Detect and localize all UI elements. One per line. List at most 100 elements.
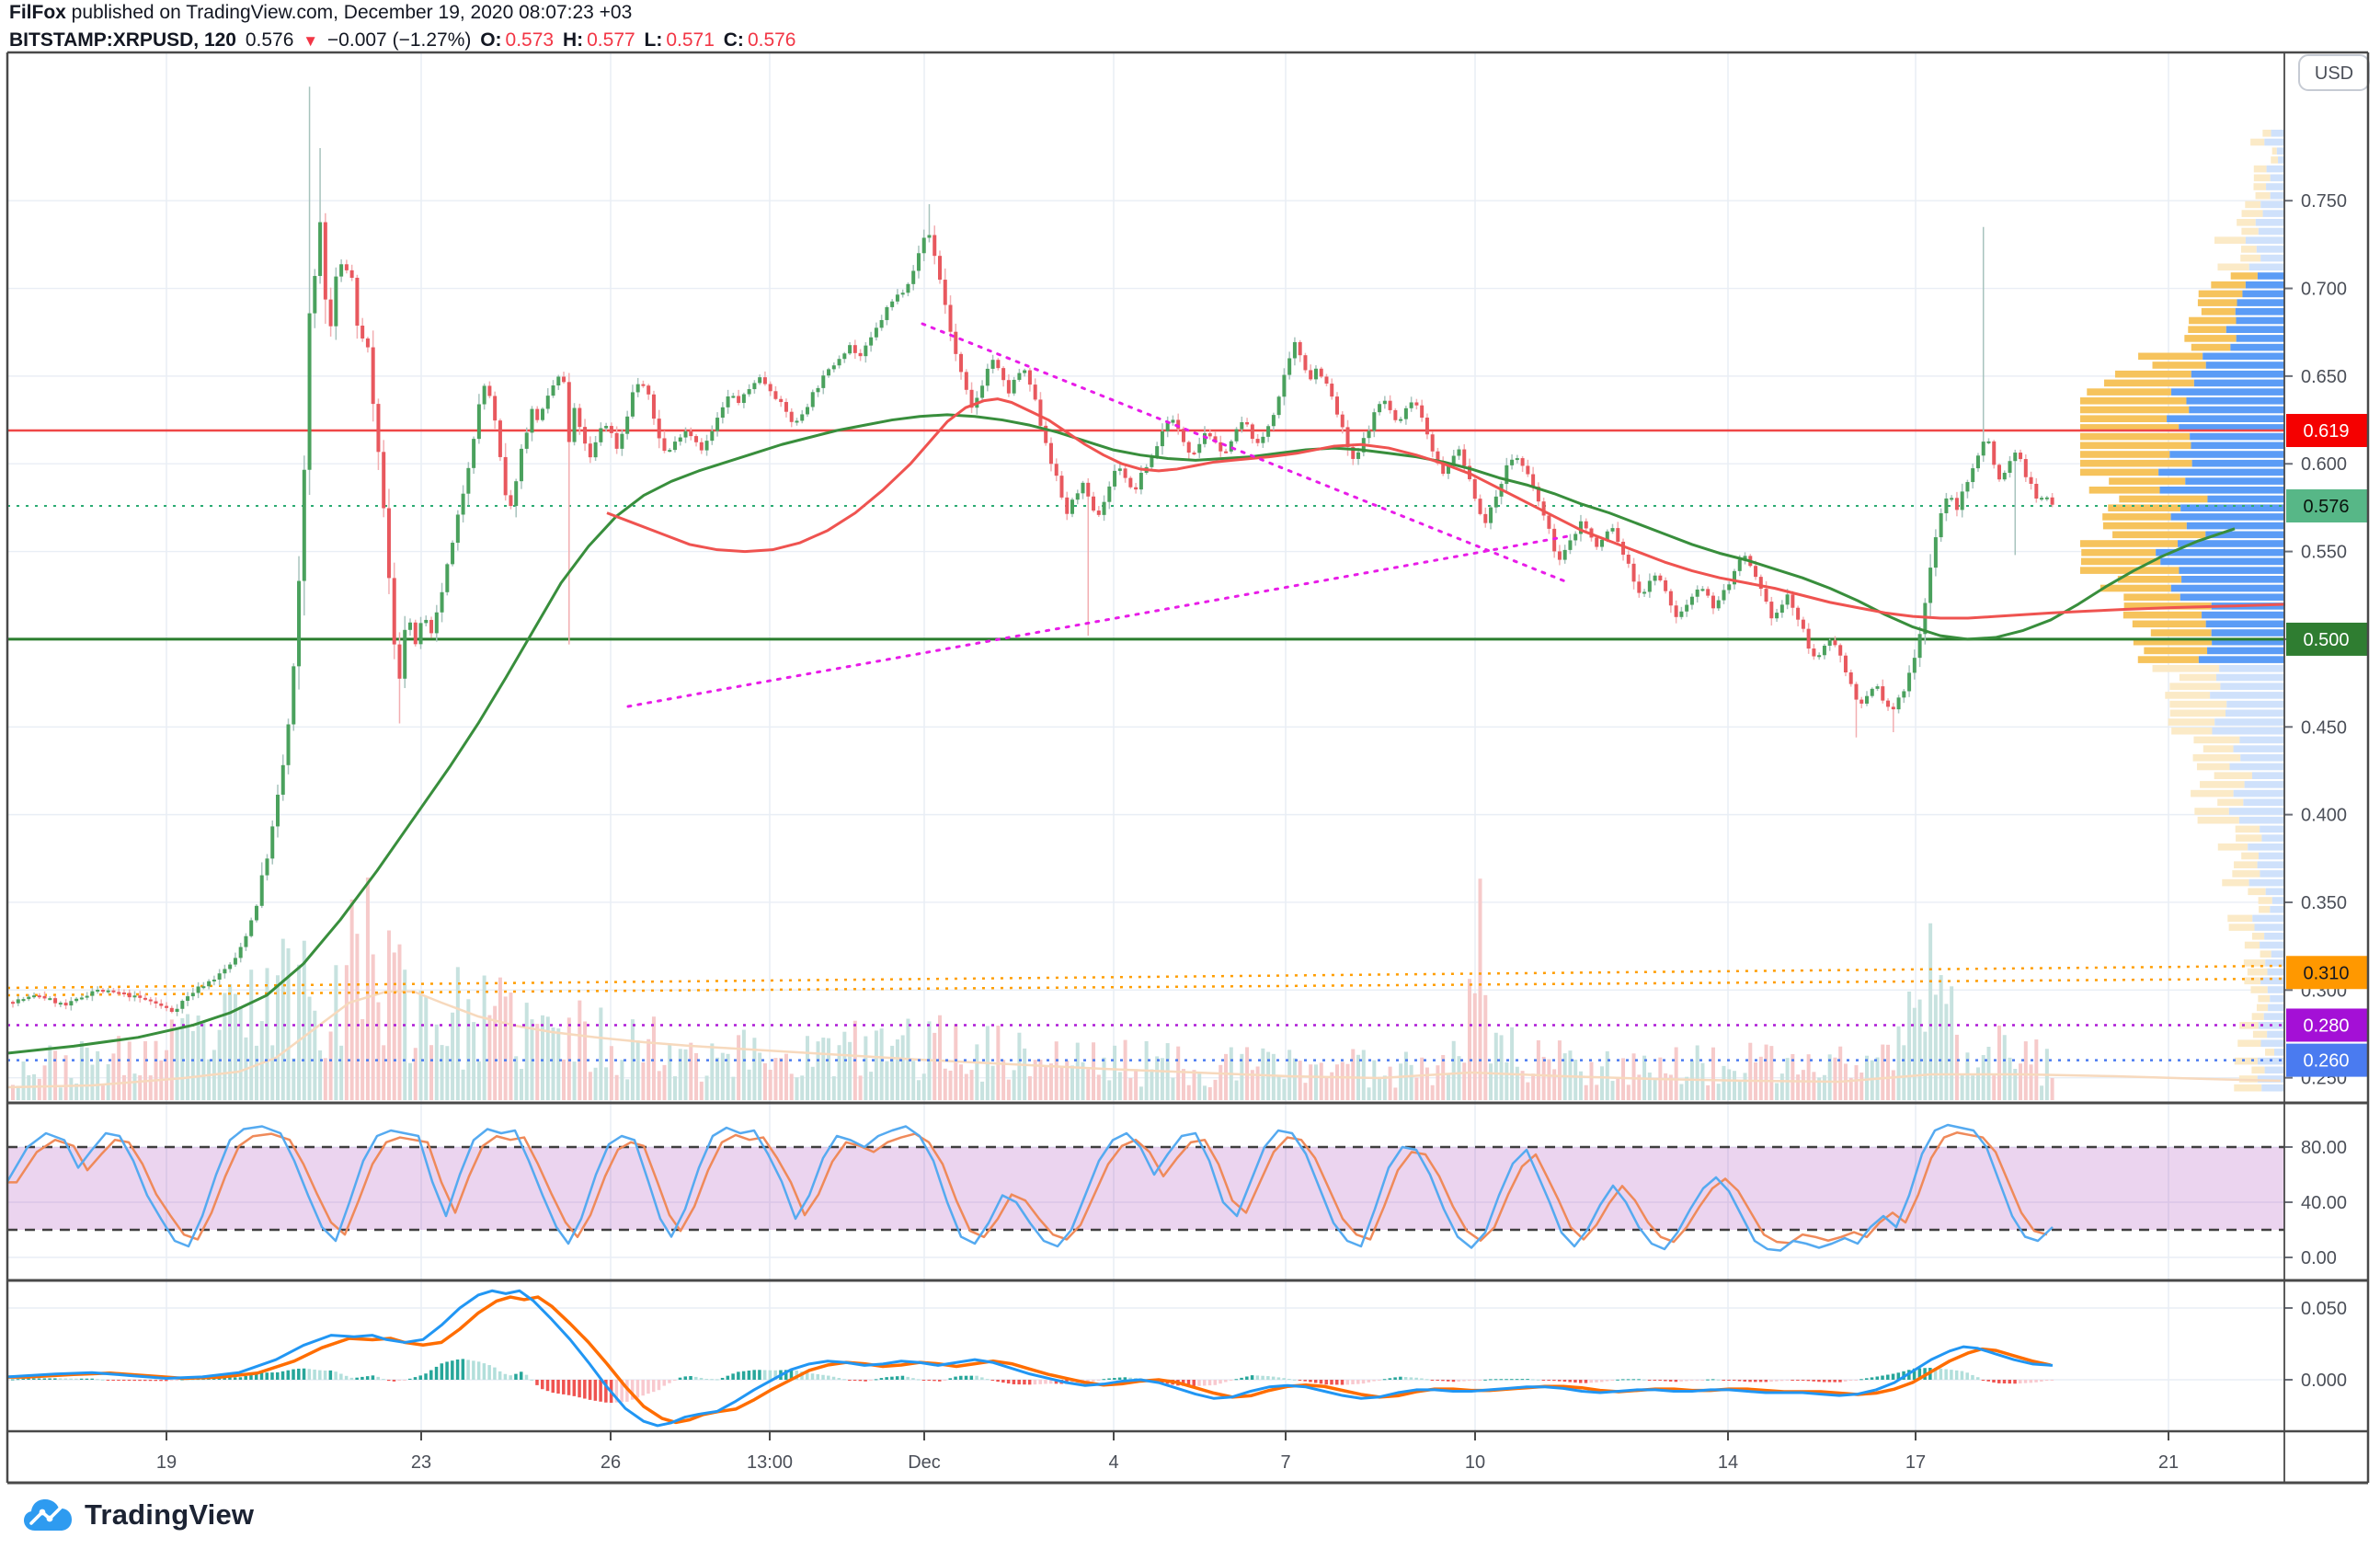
volume-bar: [254, 1045, 258, 1100]
symbol-name[interactable]: BITSTAMP:XRPUSD, 120: [9, 29, 236, 51]
volume-bar: [980, 1081, 985, 1100]
macd-hist-bar: [1689, 1380, 1694, 1382]
volume-bar: [233, 993, 237, 1100]
candle-body: [1165, 422, 1170, 431]
volume-bar: [784, 1053, 788, 1100]
macd-hist-bar: [959, 1375, 963, 1380]
volume-bar: [646, 1038, 651, 1100]
macd-hist-bar: [1038, 1380, 1042, 1384]
volume-bar: [827, 1038, 831, 1100]
profile-row-sell: [2271, 950, 2284, 958]
profile-row-sell: [2170, 513, 2284, 521]
candle-body: [148, 999, 153, 1002]
candle-body: [418, 623, 423, 645]
candle-body: [1134, 487, 1139, 490]
profile-row-buy: [2179, 673, 2216, 682]
volume-bar: [990, 1065, 995, 1100]
macd-hist-bar: [1875, 1376, 1880, 1380]
trend-line: [626, 534, 1570, 708]
profile-row-buy: [2104, 379, 2194, 387]
volume-bar: [2040, 1085, 2044, 1100]
profile-row-buy: [2228, 924, 2255, 931]
candle-body: [249, 920, 254, 936]
profile-row-sell: [2260, 1039, 2284, 1047]
price-tick-label: 0.550: [2301, 543, 2347, 563]
candle-body: [1065, 497, 1070, 514]
price-tick-label: 0.400: [2301, 806, 2347, 826]
candle-body: [1812, 648, 1816, 657]
price-axis[interactable]: 0.750 0.700 0.650 0.600 0.550 0.500 0.450 0.400…: [2284, 52, 2370, 1483]
macd-hist-bar: [1854, 1380, 1858, 1381]
volume-bar: [1668, 1074, 1673, 1100]
candle-body: [911, 270, 916, 284]
macd-hist-bar: [1706, 1379, 1710, 1381]
macd-tick-label: 0.050: [2301, 1299, 2347, 1319]
time-tick-label: 14: [1718, 1452, 1738, 1473]
candle-body: [1462, 449, 1467, 466]
candle-body: [630, 392, 635, 417]
candle-body: [1298, 341, 1302, 356]
candle-body: [1668, 591, 1673, 606]
candle-body: [1764, 589, 1768, 602]
stoch-tick-label: 80.00: [2301, 1138, 2347, 1158]
candle-body: [874, 327, 878, 338]
macd-hist-bar: [1881, 1375, 1884, 1380]
candle-body: [800, 414, 805, 421]
candle-body: [165, 1005, 169, 1008]
candle-body: [1981, 442, 1985, 456]
tradingview-logo[interactable]: TradingView: [22, 1494, 254, 1536]
candle-body: [21, 999, 26, 1002]
profile-row-buy: [2230, 272, 2258, 280]
macd-hist-bar: [1950, 1370, 1953, 1380]
candle-body: [265, 858, 269, 876]
profile-row-buy: [2271, 156, 2279, 164]
volume-bar: [2019, 1063, 2023, 1100]
candle-body: [673, 442, 677, 451]
candle-body: [69, 1001, 74, 1006]
price-tag-0.619: [2286, 413, 2367, 447]
macd-hist-bar: [1626, 1379, 1631, 1381]
profile-row-sell: [2260, 201, 2284, 209]
volume-bar: [964, 1073, 968, 1100]
profile-row-buy: [2211, 281, 2246, 289]
volume-bar: [578, 1000, 582, 1100]
candle-body: [360, 326, 365, 338]
candle-body: [1086, 482, 1091, 497]
currency-button-label[interactable]: USD: [2315, 63, 2353, 84]
volume-bar: [286, 947, 291, 1100]
close-label: C:: [723, 29, 744, 51]
macd-hist-bar: [138, 1380, 142, 1382]
profile-row-sell: [2258, 852, 2284, 860]
volume-bar: [355, 934, 360, 1100]
volume-bar: [895, 1039, 899, 1100]
profile-row-buy: [2245, 201, 2261, 209]
volume-bar: [1950, 986, 1954, 1100]
profile-row-buy: [2244, 977, 2261, 985]
profile-row-buy: [2080, 406, 2190, 414]
candle-body: [1992, 441, 1997, 465]
macd-hist-bar: [175, 1380, 179, 1381]
candle-body: [238, 947, 243, 958]
profile-row-sell: [2260, 254, 2284, 262]
candle-body: [16, 999, 20, 1004]
candle-body: [509, 495, 513, 507]
macd-hist-bar: [842, 1379, 846, 1381]
macd-hist-bar: [556, 1380, 560, 1394]
candle-body: [371, 347, 375, 405]
volume-bar: [503, 996, 508, 1100]
volume-bar: [869, 1072, 874, 1100]
volume-bar: [1462, 1062, 1467, 1100]
candle-body: [1372, 412, 1377, 431]
macd-hist-bar: [313, 1369, 316, 1380]
time-axis[interactable]: 19 23 26 13:00 Dec 4 7 10 14 17 21: [156, 1431, 2179, 1473]
profile-row-sell: [2258, 227, 2284, 235]
candle-body: [1319, 368, 1323, 377]
profile-row-buy: [2138, 352, 2203, 361]
volume-bar: [1637, 1074, 1642, 1100]
macd-hist-bar: [1006, 1380, 1011, 1384]
profile-row-sell: [2191, 370, 2284, 378]
candle-body: [1616, 528, 1620, 542]
profile-row-sell: [2207, 495, 2284, 503]
macd-hist-bar: [32, 1378, 36, 1380]
